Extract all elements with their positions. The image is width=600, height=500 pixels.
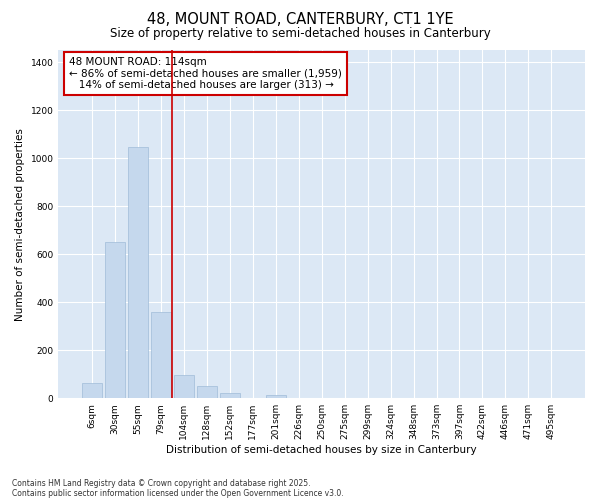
Text: 48 MOUNT ROAD: 114sqm
← 86% of semi-detached houses are smaller (1,959)
   14% o: 48 MOUNT ROAD: 114sqm ← 86% of semi-deta… (69, 57, 342, 90)
Bar (82, 382, 102, 398)
Bar (174, 376, 194, 398)
Bar (220, 394, 239, 398)
Bar (151, 312, 171, 398)
X-axis label: Distribution of semi-detached houses by size in Canterbury: Distribution of semi-detached houses by … (166, 445, 477, 455)
Bar (266, 394, 286, 398)
Text: Contains public sector information licensed under the Open Government Licence v3: Contains public sector information licen… (12, 488, 344, 498)
Y-axis label: Number of semi-detached properties: Number of semi-detached properties (15, 128, 25, 320)
Bar (106, 242, 125, 398)
Text: Contains HM Land Registry data © Crown copyright and database right 2025.: Contains HM Land Registry data © Crown c… (12, 478, 311, 488)
Text: Size of property relative to semi-detached houses in Canterbury: Size of property relative to semi-detach… (110, 28, 490, 40)
Bar (197, 386, 217, 398)
Bar (128, 148, 148, 398)
Text: 48, MOUNT ROAD, CANTERBURY, CT1 1YE: 48, MOUNT ROAD, CANTERBURY, CT1 1YE (146, 12, 454, 28)
